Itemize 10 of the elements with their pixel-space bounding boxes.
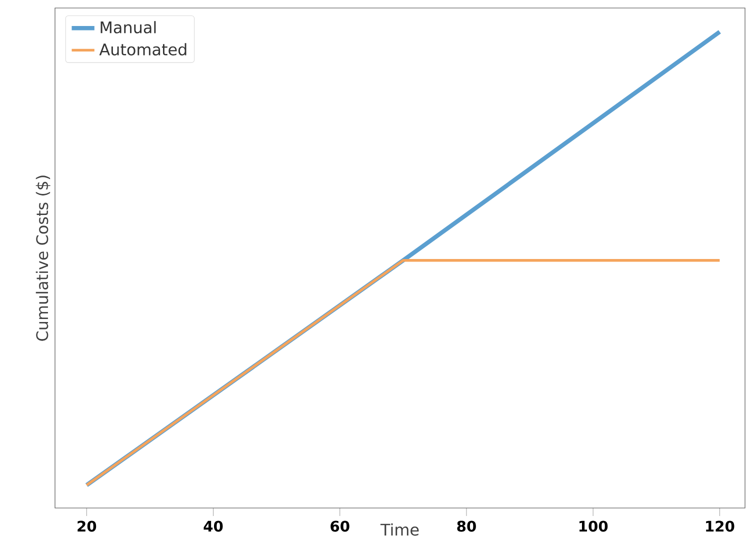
x-tick-label: 60 [330,520,350,532]
x-tick-label: 40 [204,520,223,532]
legend-label: Manual [100,21,156,34]
x-tick-label: 80 [457,520,476,532]
x-tick-label: 20 [78,520,96,532]
x-axis-title: Time [380,523,419,536]
legend-label: Automated [99,43,186,56]
x-tick-label: 120 [706,520,734,532]
y-axis-title: Cumulative Costs ($) [36,176,50,341]
x-tick-label: 100 [579,520,608,532]
